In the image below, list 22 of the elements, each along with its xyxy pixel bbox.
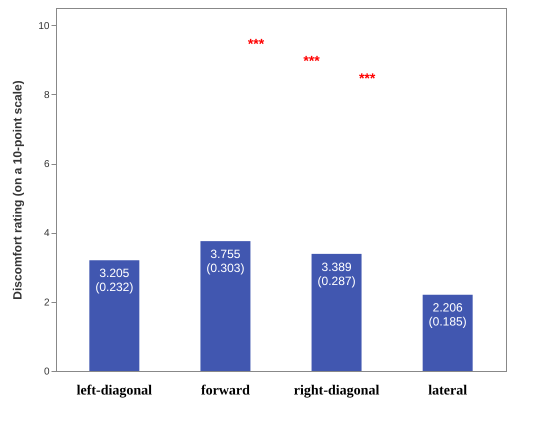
data-label: 3.205 (0.232) [95,266,134,294]
x-tick-label: lateral [428,384,468,398]
data-label: 3.755 (0.303) [206,247,244,276]
bar [200,241,250,371]
y-tick-label: 10 [38,20,50,32]
bar [89,260,140,371]
annotation: *** [248,35,265,52]
bar [312,254,362,371]
annotation: *** [303,52,320,69]
y-axis-title: Discomfort rating (on a 10-point scale) [10,80,24,300]
y-tick-label: 2 [44,297,50,308]
annotation: *** [358,70,376,86]
x-tick-label: left-diagonal [76,384,152,398]
bar [422,294,473,371]
y-tick-label: 4 [44,228,50,240]
data-label: 3.389 (0.287) [318,260,356,288]
x-tick-label: forward [200,384,250,398]
y-tick-label: 8 [44,90,50,101]
data-label: 2.206 (0.185) [428,300,467,329]
y-tick-label: 6 [44,159,50,170]
x-tick-label: right-diagonal [294,384,380,398]
y-tick-label: 0 [44,366,50,378]
